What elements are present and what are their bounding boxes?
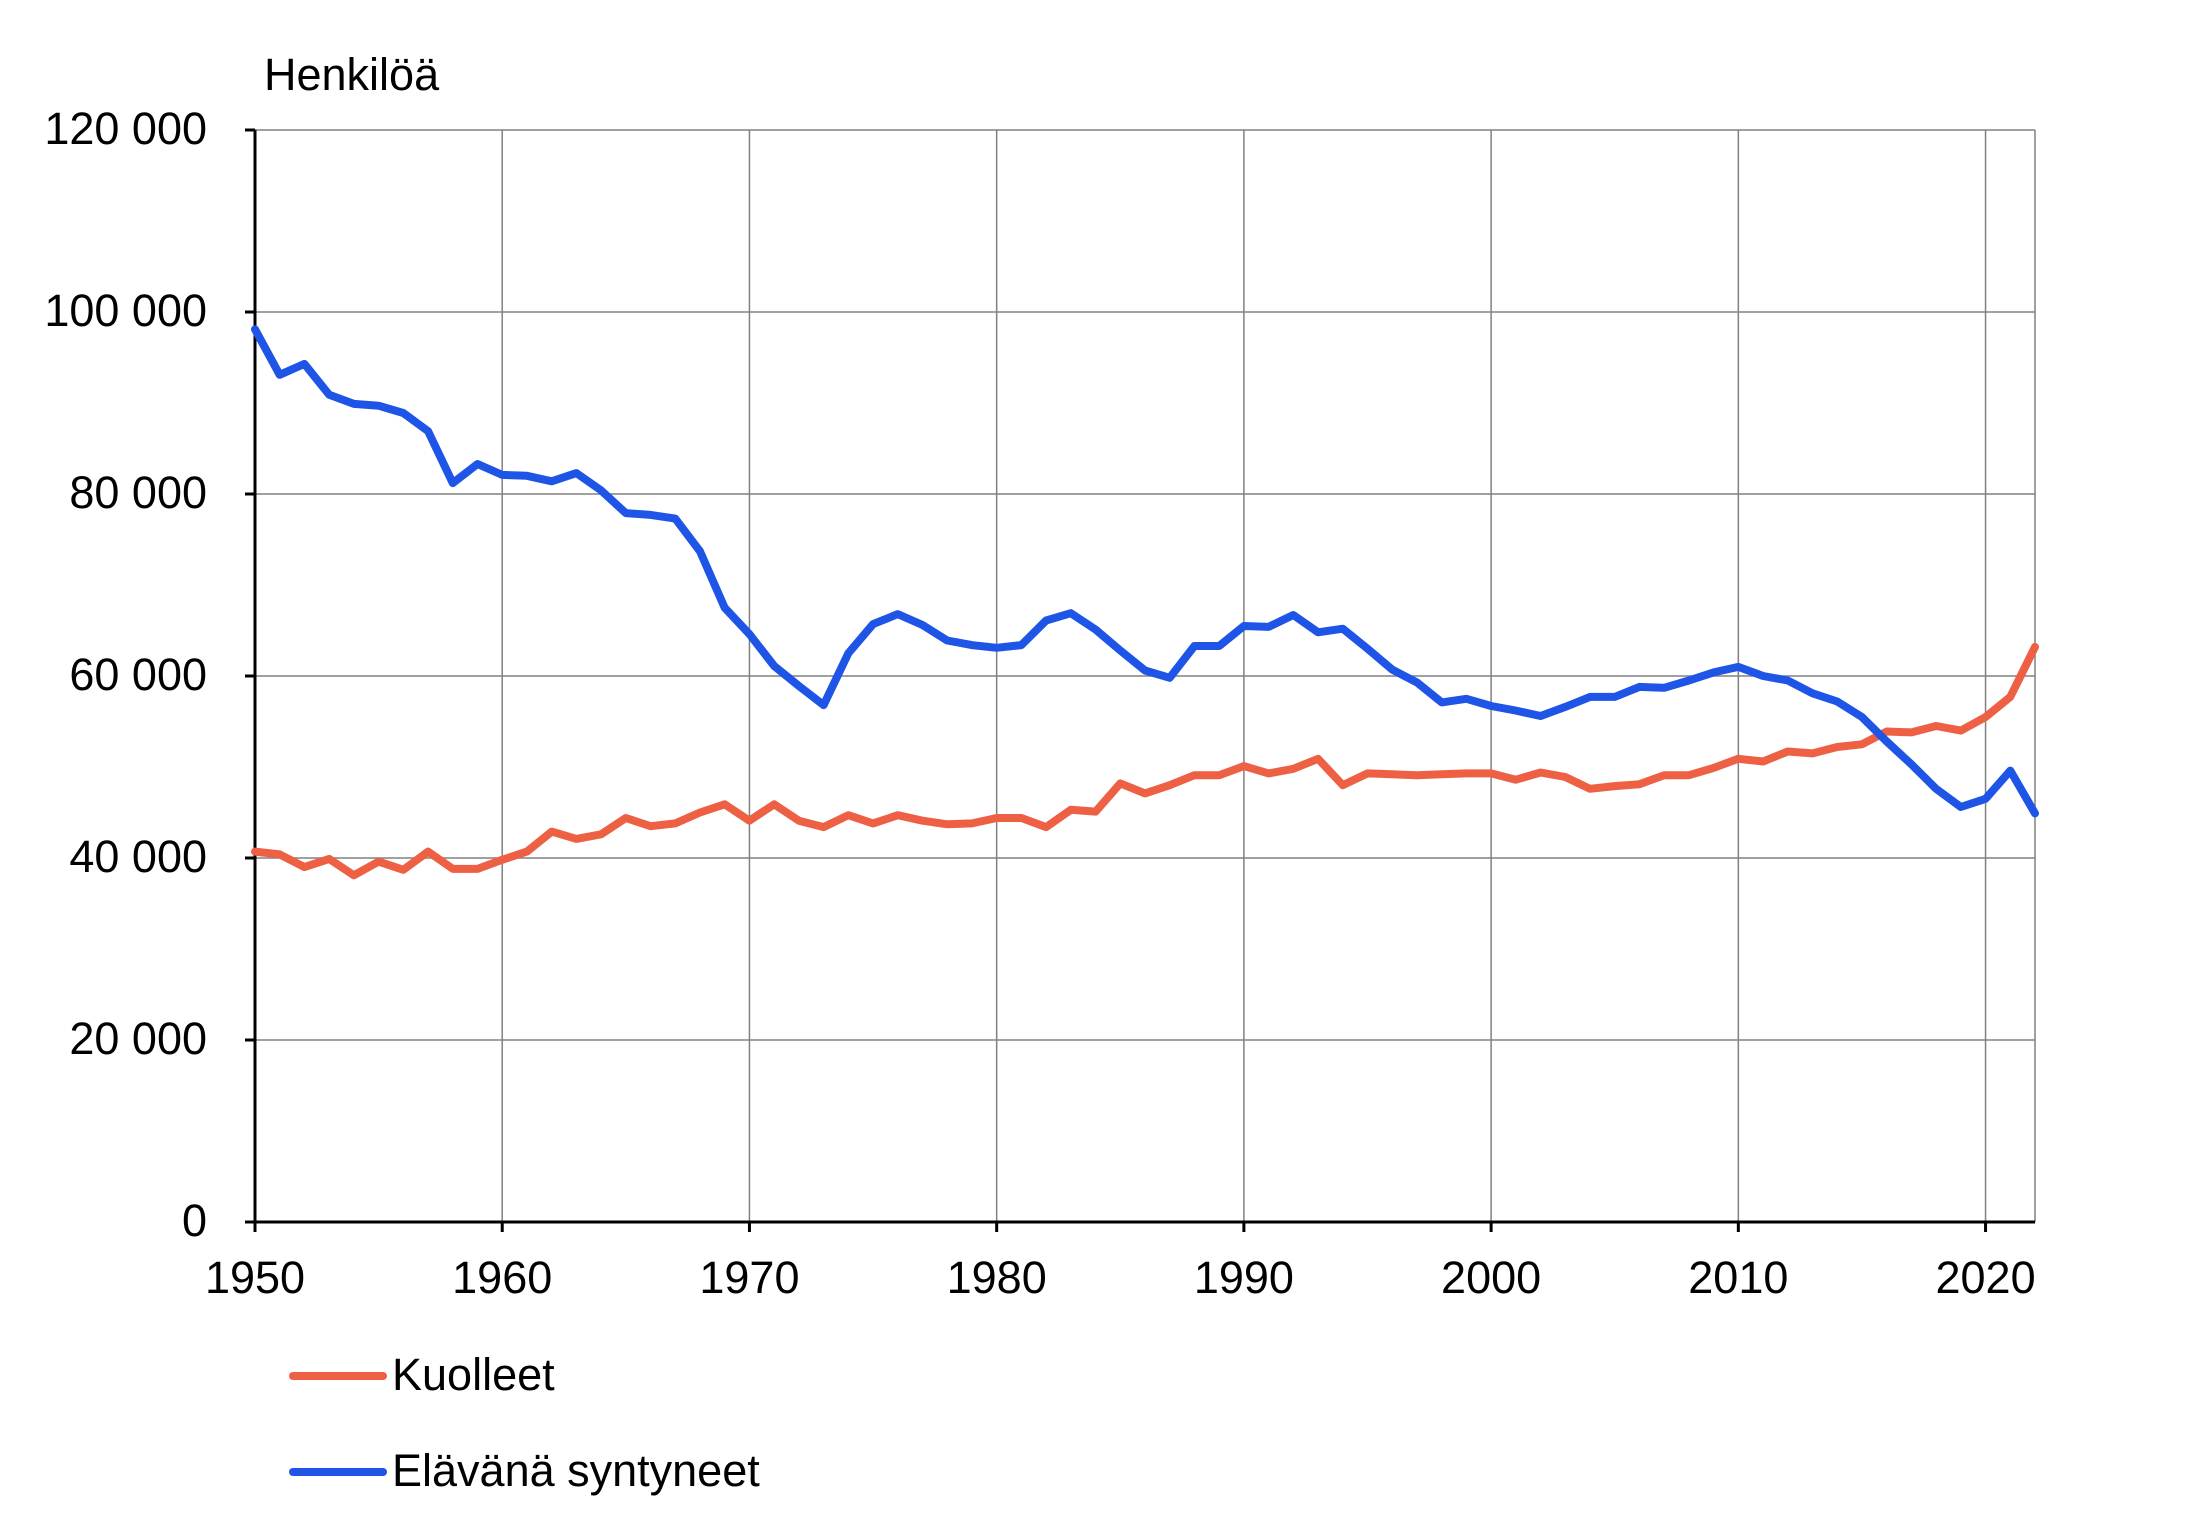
- x-tick-label: 1950: [205, 1252, 305, 1303]
- x-tick-label: 2020: [1936, 1252, 2036, 1303]
- y-axis-label: Henkilöä: [264, 49, 440, 100]
- y-tick-label: 0: [182, 1195, 207, 1246]
- x-tick-label: 1980: [947, 1252, 1047, 1303]
- series-lines: [251, 325, 2039, 880]
- x-tick-label: 1960: [452, 1252, 552, 1303]
- y-tick-label: 20 000: [69, 1013, 207, 1064]
- y-tick-label: 120 000: [44, 103, 207, 154]
- y-tick-label: 60 000: [69, 649, 207, 700]
- series-line-kuolleet: [251, 642, 2039, 880]
- x-tick-labels: 1950 1960 1970 1980 1990 2000 2010 2020: [205, 1222, 2036, 1303]
- legend: Kuolleet Elävänä syntyneet: [289, 1349, 760, 1496]
- x-tick-label: 2010: [1688, 1252, 1788, 1303]
- y-tick-labels: 0 20 000 40 000 60 000 80 000 100 000 120 000: [44, 103, 255, 1246]
- gridlines: [255, 129, 2036, 1222]
- x-tick-label: 1990: [1194, 1252, 1294, 1303]
- legend-label: Elävänä syntyneet: [392, 1445, 760, 1496]
- y-tick-label: 80 000: [69, 467, 207, 518]
- y-tick-label: 40 000: [69, 831, 207, 882]
- legend-label: Kuolleet: [392, 1349, 555, 1400]
- x-tick-label: 1970: [699, 1252, 799, 1303]
- series-line-el-v-n-syntyneet: [251, 325, 2039, 818]
- x-tick-label: 2000: [1441, 1252, 1541, 1303]
- y-tick-label: 100 000: [44, 285, 207, 336]
